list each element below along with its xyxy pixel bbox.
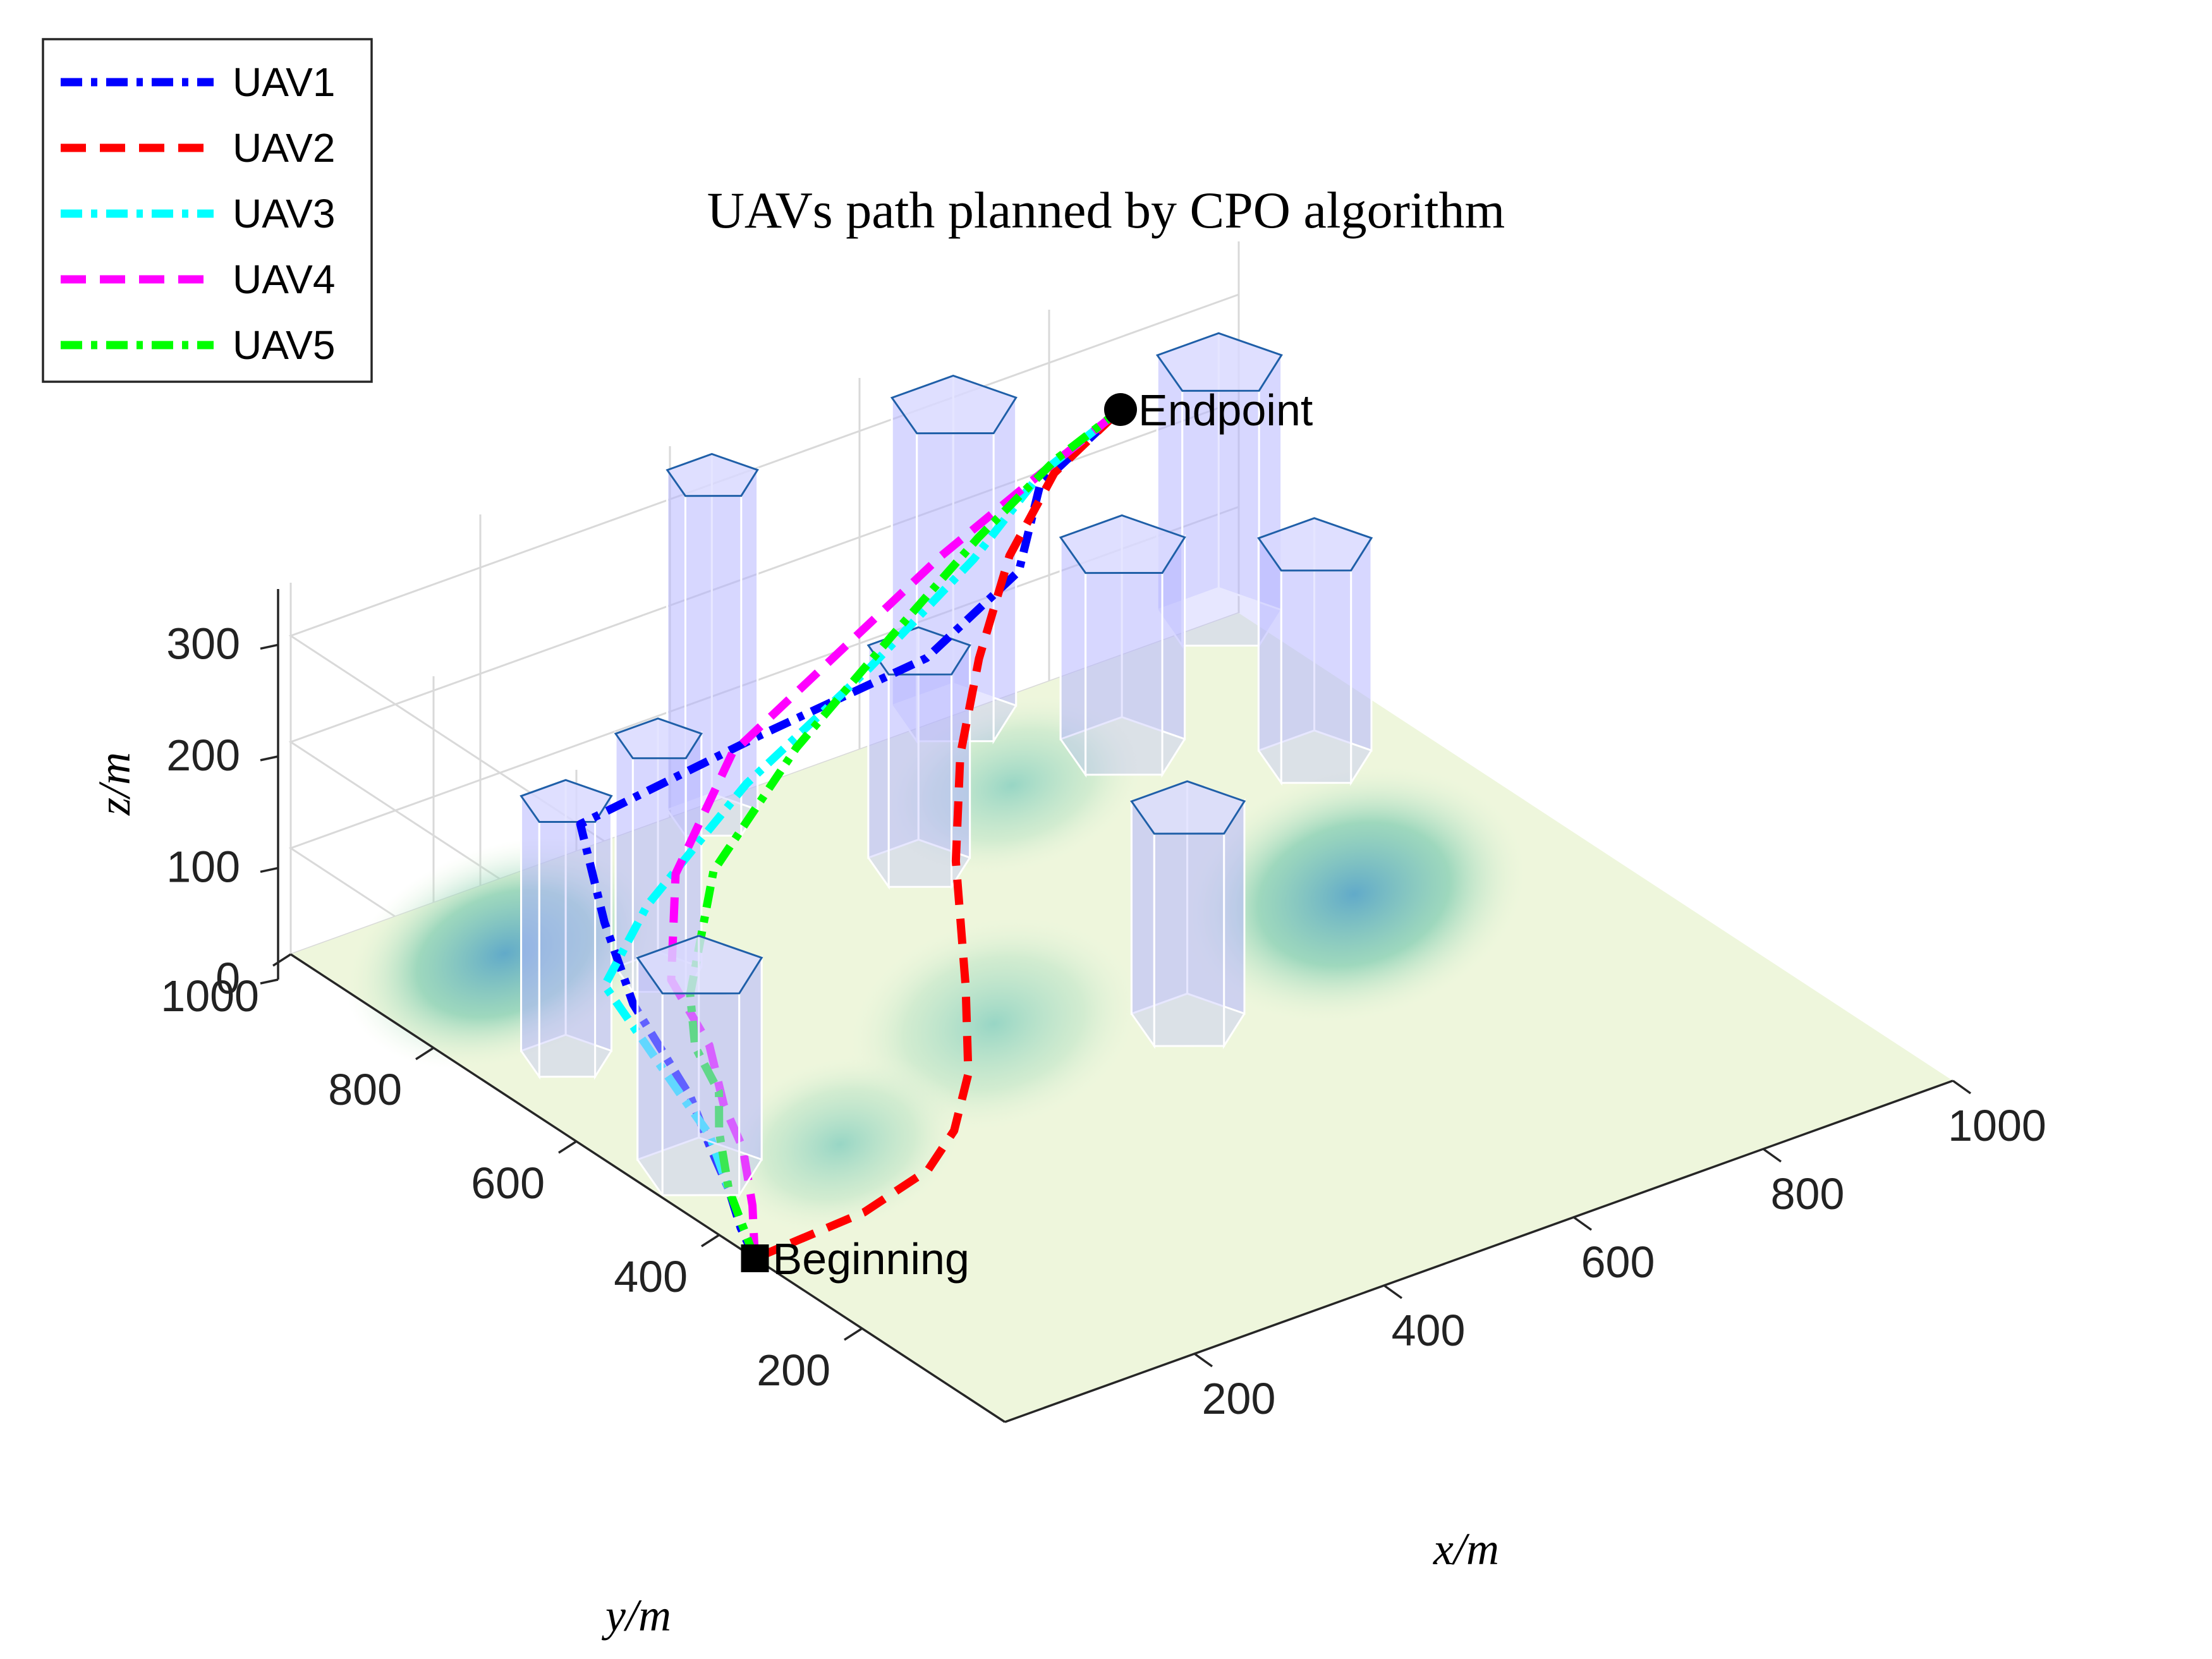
y-tick-label: 400: [614, 1252, 688, 1301]
obstacle-prism: [636, 934, 763, 1199]
obstacle-prism: [1257, 516, 1373, 786]
path-uav5: [686, 406, 1123, 1260]
y-tick-mark: [701, 1234, 720, 1248]
obstacle-top: [1257, 517, 1373, 572]
obstacle-face: [520, 793, 540, 1080]
legend: UAV1 UAV2 UAV3 UAV4 UAV5: [42, 38, 373, 383]
legend-label: UAV3: [233, 191, 335, 236]
obstacle-face: [538, 820, 597, 1078]
obstacle-face: [1280, 569, 1352, 784]
obstacle-face: [1257, 535, 1282, 786]
obstacle-top: [1155, 332, 1283, 392]
obstacle-face: [636, 954, 664, 1198]
beginning-label: Beginning: [773, 1234, 969, 1284]
terrain-surface: [291, 613, 1953, 1422]
endpoint-label: Endpoint: [1138, 386, 1313, 435]
obstacle-top: [1130, 780, 1246, 835]
x-axis-label: x/m: [1433, 1524, 1499, 1574]
endpoint-marker: [1104, 393, 1137, 426]
terrain-hill: [875, 693, 1148, 878]
obstacle-face: [1085, 571, 1164, 776]
x-tick-label: 600: [1581, 1237, 1655, 1287]
x-tick-mark: [1572, 1216, 1593, 1231]
y-tick-label: 1000: [161, 971, 259, 1021]
z-tick-mark: [260, 755, 279, 762]
obstacle-top: [890, 374, 1018, 435]
x-tick-mark: [1383, 1284, 1403, 1299]
obstacle-prism: [614, 717, 703, 995]
obstacle-face: [661, 992, 741, 1196]
legend-label: UAV4: [233, 257, 335, 302]
path-uav4: [667, 406, 1124, 1259]
x-tick-mark: [1762, 1148, 1782, 1163]
axis-ticks: 2004006008001000200400600800100001002003…: [161, 589, 2046, 1423]
obstacle-top: [1059, 514, 1186, 574]
z-tick-mark: [260, 866, 279, 873]
y-tick-mark: [558, 1140, 577, 1154]
obstacle-top: [520, 779, 613, 823]
x-tick-label: 400: [1392, 1306, 1466, 1355]
x-tick-label: 200: [1202, 1374, 1276, 1423]
legend-label: UAV5: [233, 322, 335, 368]
terrain-hill: [346, 837, 664, 1069]
z-tick-label: 100: [166, 842, 240, 891]
obstacle-prism: [520, 779, 613, 1080]
y-tick-mark: [415, 1047, 434, 1060]
annotations: Beginning Endpoint: [741, 386, 1313, 1284]
obstacles-front: [636, 514, 1373, 1199]
path-uav3: [600, 406, 1124, 1260]
uav-paths: [576, 406, 1124, 1262]
legend-label: UAV1: [233, 59, 335, 105]
obstacle-face: [1153, 832, 1225, 1047]
y-tick-mark: [272, 953, 291, 967]
y-axis-label: y/m: [601, 1590, 671, 1641]
obstacle-top: [636, 935, 763, 995]
z-tick-label: 300: [166, 619, 240, 668]
obstacle-prism: [1130, 780, 1246, 1050]
obstacle-face: [887, 673, 953, 888]
z-tick-mark: [260, 978, 279, 985]
z-tick-label: 0: [216, 954, 240, 1003]
obstacle-face: [1130, 798, 1155, 1049]
x-tick-label: 800: [1771, 1169, 1845, 1218]
chart-title: UAVs path planned by CPO algorithm: [707, 181, 1505, 239]
y-tick-label: 600: [471, 1158, 545, 1208]
terrain-hill: [1180, 763, 1528, 1025]
y-tick-label: 200: [757, 1346, 830, 1395]
z-tick-mark: [260, 643, 279, 650]
path-uav2: [753, 406, 1124, 1262]
y-tick-label: 800: [328, 1065, 402, 1114]
obstacle-prism: [1059, 514, 1186, 778]
obstacle-top: [665, 453, 759, 497]
x-tick-mark: [1193, 1352, 1213, 1368]
obstacle-top: [614, 717, 703, 760]
z-tick-label: 200: [166, 731, 240, 780]
y-axis-line: [290, 953, 1006, 1423]
x-axis-line: [1004, 1079, 1954, 1423]
x-tick-label: 1000: [1948, 1101, 2046, 1150]
y-tick-mark: [844, 1327, 863, 1341]
beginning-marker: [741, 1244, 769, 1272]
x-tick-mark: [1952, 1079, 1972, 1095]
z-axis-label: z/m: [89, 752, 140, 816]
obstacle-face: [1059, 534, 1087, 778]
legend-label: UAV2: [233, 125, 335, 171]
